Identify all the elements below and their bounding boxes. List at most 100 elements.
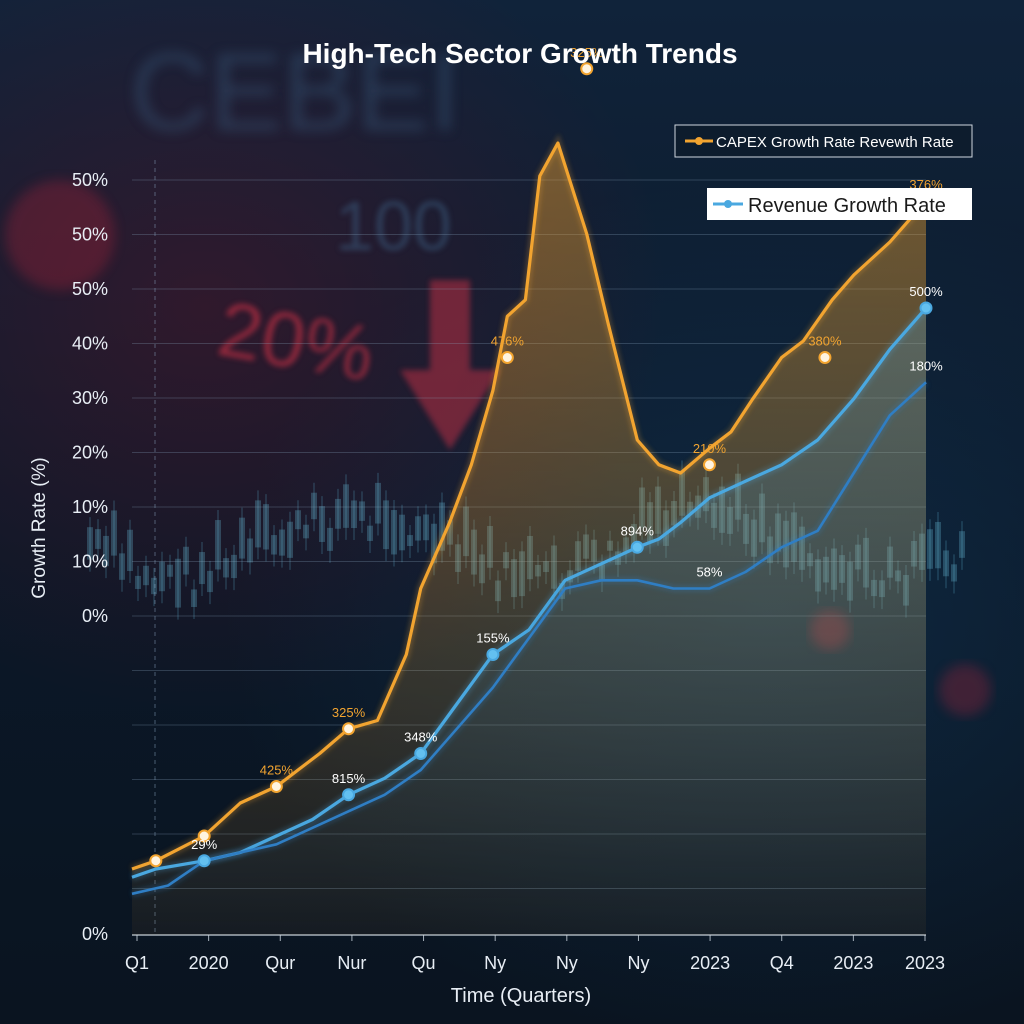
revenue-point [197, 854, 211, 868]
candle-body [367, 525, 373, 541]
x-tick-label: Nur [337, 953, 366, 973]
background-glyphs: CEBEI [130, 31, 460, 154]
x-tick-label: 2023 [833, 953, 873, 973]
candle-body [175, 558, 181, 608]
candle-body [199, 552, 205, 585]
y-axis-title: Growth Rate (%) [29, 457, 50, 598]
y-tick-label: 40% [72, 334, 108, 354]
legend-revenue-label: Revenue Growth Rate [748, 195, 946, 217]
x-tick-label: Q1 [125, 953, 149, 973]
capex-point [269, 780, 283, 793]
capex-point [818, 351, 832, 364]
x-tick-label: Ny [484, 953, 506, 973]
x-tick-label: Ny [627, 953, 649, 973]
revenue-faint-data-label: 58% [696, 565, 722, 580]
capex-line [131, 141, 928, 871]
candle-body [119, 553, 125, 580]
y-tick-label: 0% [82, 924, 108, 944]
candle-body [183, 546, 189, 575]
candle-body [143, 565, 149, 586]
candle-body [391, 510, 397, 555]
x-axis-title: Time (Quarters) [451, 985, 591, 1007]
y-tick-label: 30% [72, 388, 108, 408]
candle-body [335, 498, 341, 529]
x-tick-label: 2023 [690, 953, 730, 973]
candle-body [343, 484, 349, 528]
capex-point [342, 722, 356, 736]
down-arrow-icon [400, 280, 500, 450]
red-glow-dot [939, 664, 991, 716]
x-tick-label: Qu [412, 953, 436, 973]
candle-body [239, 517, 245, 559]
background-number: 100 [335, 187, 452, 265]
revenue-faint-data-label: 180% [909, 358, 943, 373]
capex-point [580, 62, 594, 76]
candle-body [111, 510, 117, 556]
revenue-data-label: 155% [476, 631, 510, 646]
candle-body [351, 500, 357, 529]
revenue-point [919, 301, 933, 315]
revenue-point [486, 648, 500, 661]
capex-data-label: 210% [693, 441, 727, 456]
candle-body [327, 527, 333, 551]
axis-ticks: 50% 50% 50% 40% 30% 20% 10% 10% 0% 0% Q1 2020 Qur Nur… [72, 170, 945, 973]
x-tick-label: Qur [265, 953, 295, 973]
y-tick-label: 20% [72, 443, 108, 463]
x-tick-label: Ny [556, 953, 578, 973]
revenue-data-label: 815% [332, 771, 366, 786]
revenue-faint-line [131, 381, 927, 896]
candle-body [87, 527, 93, 560]
y-tick-label: 10% [72, 497, 108, 517]
candle-body [279, 529, 285, 556]
background-percent: 20% [212, 284, 381, 398]
capex-point [500, 351, 514, 364]
revenue-data-label: 348% [404, 730, 438, 745]
x-tick-label: Q4 [770, 953, 794, 973]
capex-data-label: 325% [332, 705, 366, 720]
candle-body [127, 529, 133, 572]
revenue-point [414, 747, 428, 760]
candle-body [415, 516, 421, 541]
candle-body [223, 558, 229, 578]
chart-title: High-Tech Sector Growth Trends [302, 38, 737, 69]
capex-point [702, 458, 716, 472]
revenue-data-label: 894% [621, 523, 655, 538]
y-tick-label: 0% [82, 606, 108, 626]
x-tick-label: 2020 [189, 953, 229, 973]
revenue-data-label: 29% [191, 837, 217, 852]
legend-revenue: Revenue Growth Rate [707, 188, 972, 220]
revenue-data-label: 500% [909, 284, 943, 299]
candle-body [303, 524, 309, 539]
candle-body [959, 531, 965, 558]
legend-capex-marker [695, 137, 703, 145]
legend-revenue-marker [724, 200, 732, 208]
y-tick-label: 50% [72, 170, 108, 190]
candle-body [287, 521, 293, 558]
candle-body [439, 502, 445, 551]
candle-body [295, 510, 301, 530]
candle-body [231, 554, 237, 579]
candle-body [311, 492, 317, 520]
candle-body [103, 535, 109, 567]
red-glow-blob [5, 180, 115, 290]
candle-body [159, 561, 165, 592]
capex-point [149, 854, 163, 868]
candle-body [207, 570, 213, 593]
y-tick-label: 50% [72, 279, 108, 299]
candle-body [263, 504, 269, 550]
capex-data-label: 476% [491, 334, 525, 349]
plot-area: 425%325%476%325%210%380%376%29%815%348%1… [130, 45, 943, 935]
capex-point [197, 829, 211, 843]
y-tick-label: 10% [72, 552, 108, 572]
candle-body [191, 589, 197, 608]
candle-body [255, 500, 261, 548]
candle-body [167, 564, 173, 577]
candle-body [423, 514, 429, 541]
capex-data-label: 380% [808, 334, 842, 349]
revenue-area [132, 308, 926, 935]
candle-body [359, 501, 365, 521]
y-tick-label: 50% [72, 225, 108, 245]
candle-body [399, 514, 405, 551]
candle-body [375, 482, 381, 524]
